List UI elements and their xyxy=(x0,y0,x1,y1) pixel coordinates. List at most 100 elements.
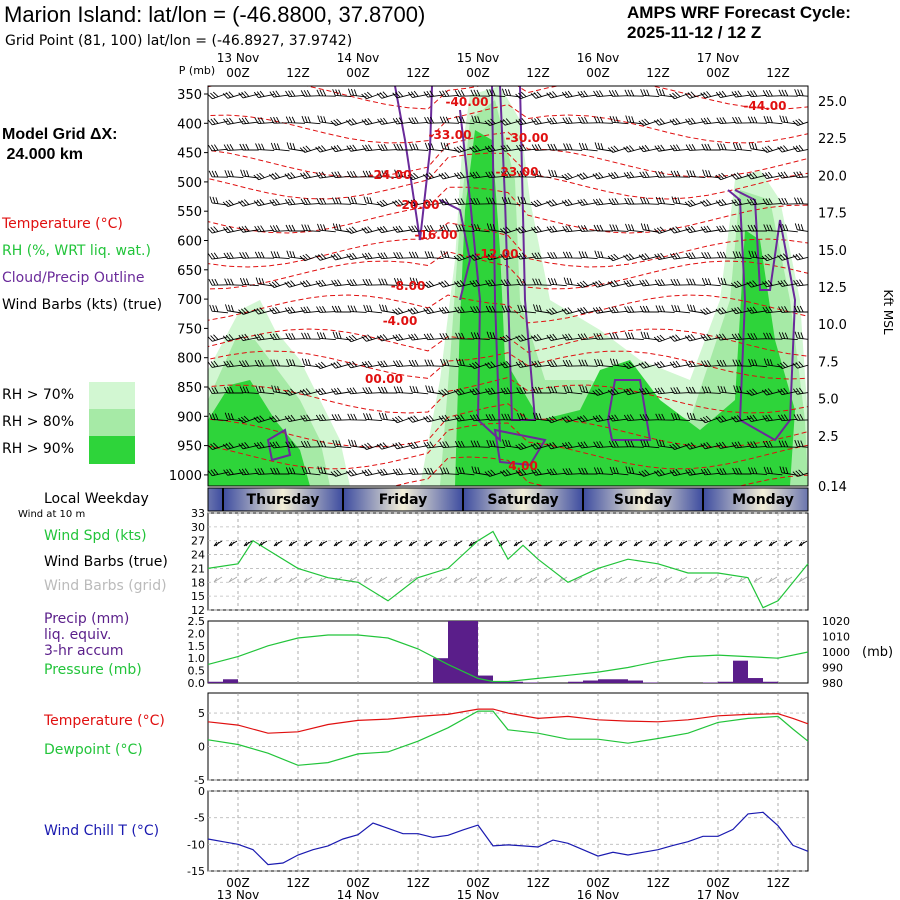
wind-barb xyxy=(284,172,305,180)
wind-barb xyxy=(486,223,506,233)
surface-wind-barb xyxy=(288,540,298,547)
wind-barb-shape xyxy=(700,441,721,450)
wind-barb xyxy=(594,358,614,368)
wind-barb-shape xyxy=(501,196,521,206)
weekday-cell xyxy=(703,488,808,511)
wind-barb-shape xyxy=(748,358,768,368)
grid-wind-barb xyxy=(678,576,688,583)
wind-barb xyxy=(701,386,721,394)
wind-barb-shape xyxy=(315,387,336,396)
precip-liq-label: liq. equiv. xyxy=(44,627,112,643)
wind-barb-shape xyxy=(392,415,413,424)
wind-barb-shape xyxy=(592,388,613,396)
wind-barb xyxy=(700,333,721,341)
wind-barb-shape xyxy=(394,169,413,179)
wind-barb xyxy=(684,334,706,342)
pressure-tick-label: 550 xyxy=(177,205,202,220)
wind-barb xyxy=(531,386,552,394)
wind-barb xyxy=(285,332,306,340)
wind-barb-shape xyxy=(238,333,259,341)
wind-barb xyxy=(239,360,259,368)
wind-barb xyxy=(516,144,537,152)
wind-barb xyxy=(438,388,459,396)
precip-bar xyxy=(598,679,613,683)
top-time-tick-label: 12Z xyxy=(526,66,550,80)
wind-barb-shape xyxy=(717,277,737,287)
wind-barb xyxy=(486,89,506,98)
wind-barb-shape xyxy=(500,252,521,260)
wind-barb-shape xyxy=(669,442,690,451)
wind-barb-shape xyxy=(254,333,275,341)
wind-barb xyxy=(746,306,767,314)
wind-barb-shape xyxy=(607,388,629,396)
grid-wind-barb xyxy=(543,576,553,583)
windchill-ytick-label: -15 xyxy=(187,865,205,878)
precip-bar xyxy=(733,660,748,683)
wind-barb-shape xyxy=(331,279,352,287)
wind-barb-shape xyxy=(762,171,783,179)
wind-barb-shape xyxy=(623,387,644,396)
wind-barb xyxy=(253,172,274,181)
wind-barb-shape xyxy=(502,439,521,449)
wind-barb-shape xyxy=(363,413,383,422)
wind-barb-shape xyxy=(547,277,567,287)
wind-barb xyxy=(579,385,598,395)
wind-barb xyxy=(747,116,768,124)
wind-barb xyxy=(484,361,506,369)
temperature-contour-label: 00.00 xyxy=(365,372,403,386)
wind-barb-shape xyxy=(439,441,460,449)
wind-ytick-label: 27 xyxy=(191,535,205,548)
wind-barb xyxy=(731,333,752,341)
wind-barb-shape xyxy=(438,306,459,314)
wind-barb-shape xyxy=(240,169,259,179)
height-tick-label: 22.5 xyxy=(818,132,847,147)
wind-barb-shape xyxy=(515,252,536,260)
wind-barb-shape xyxy=(779,115,798,125)
wind-barb xyxy=(454,306,475,314)
wind-barb-shape xyxy=(576,280,598,289)
wind-barb xyxy=(532,278,552,286)
wind-barb-shape xyxy=(392,199,413,207)
wind-barb-shape xyxy=(700,117,721,125)
wind-barb-shape xyxy=(392,468,413,476)
wind-barb xyxy=(316,197,336,205)
wind-barb-shape xyxy=(547,360,567,368)
temperature-contour-label: -40.00 xyxy=(446,95,489,109)
wind-barb-shape xyxy=(425,385,444,395)
wind-barb xyxy=(501,88,521,98)
wind-barb xyxy=(623,414,644,422)
wind-barb xyxy=(439,467,460,475)
wind-barb-shape xyxy=(469,279,490,287)
wind-barb xyxy=(300,440,321,448)
wind-barb xyxy=(284,306,305,314)
wind-barb-shape xyxy=(563,143,583,151)
wind-barb-shape xyxy=(777,414,798,422)
pressure-ytick-label: 990 xyxy=(822,662,843,675)
height-tick-label: 0.14 xyxy=(818,480,847,495)
wind-barb xyxy=(455,115,475,125)
wind-barb-shape xyxy=(732,359,752,367)
pressure-ytick-label: 1010 xyxy=(822,631,850,644)
wind-barb xyxy=(407,307,429,315)
wind-barb-shape xyxy=(316,440,336,448)
wind-barb xyxy=(346,279,367,287)
surface-wind-barb xyxy=(348,540,358,547)
wind-barb xyxy=(732,359,752,367)
wind-barb-shape xyxy=(715,415,736,423)
wind-barb-shape xyxy=(592,280,613,288)
wind-barb xyxy=(515,91,536,100)
wind-barb xyxy=(763,466,783,476)
wind-barb-shape xyxy=(377,144,398,151)
wind-barb-shape xyxy=(378,170,398,179)
wind-barb xyxy=(471,466,490,476)
wind-barb-shape xyxy=(777,361,798,370)
wind-barb-shape xyxy=(208,387,229,394)
top-date-label: 17 Nov xyxy=(697,51,740,65)
wind-barb-shape xyxy=(547,386,567,394)
wind-barb xyxy=(547,360,567,368)
wind-height-note: Wind at 10 m xyxy=(18,509,86,520)
wind-barb xyxy=(239,143,259,151)
wind-barb xyxy=(515,334,536,342)
wind-barb xyxy=(592,306,613,314)
wind-barb-shape xyxy=(546,225,567,233)
